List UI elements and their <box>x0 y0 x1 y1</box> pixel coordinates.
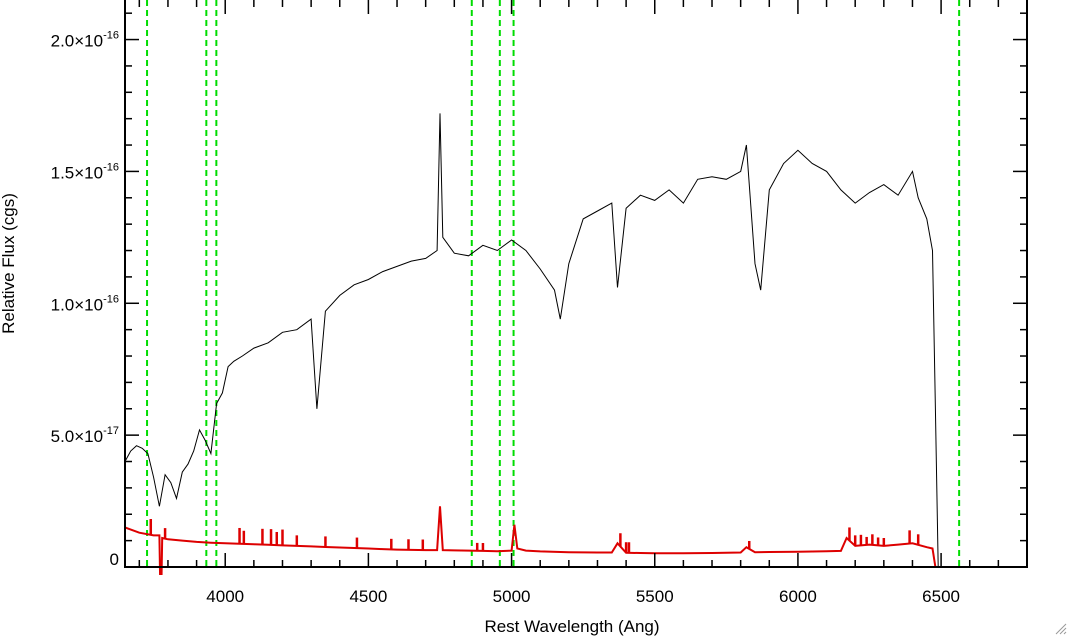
x-tick-label-1: 4500 <box>349 587 387 606</box>
x-tick-label-3: 5500 <box>636 587 674 606</box>
y-tick-label-1: 5.0×10-17 <box>51 425 119 446</box>
series-line-1 <box>125 506 1027 575</box>
y-tick-labels: 0 5.0×10-17 1.0×10-16 1.5×10-16 2.0×10-16 <box>51 30 119 569</box>
x-tick-label-4: 6000 <box>779 587 817 606</box>
series-layer <box>125 113 1027 575</box>
y-tick-label-2: 1.0×10-16 <box>51 293 119 314</box>
x-tick-label-5: 6500 <box>922 587 960 606</box>
plot-frame <box>124 0 1028 568</box>
y-tick-label-0: 0 <box>110 550 119 569</box>
axis-ticks <box>125 0 1028 568</box>
x-tick-labels: 4000 4500 5000 5500 6000 6500 <box>206 587 960 606</box>
x-axis-label: Rest Wavelength (Ang) <box>484 617 659 636</box>
x-tick-label-0: 4000 <box>206 587 244 606</box>
spike-layer <box>149 519 920 553</box>
reference-lines <box>146 0 961 567</box>
resize-grip-icon[interactable] <box>1055 623 1067 635</box>
y-tick-label-4: 2.0×10-16 <box>51 30 119 51</box>
x-tick-label-2: 5000 <box>493 587 531 606</box>
series-line-0 <box>125 113 1027 568</box>
y-tick-label-3: 1.5×10-16 <box>51 161 119 182</box>
y-axis-label: Relative Flux (cgs) <box>0 193 18 334</box>
